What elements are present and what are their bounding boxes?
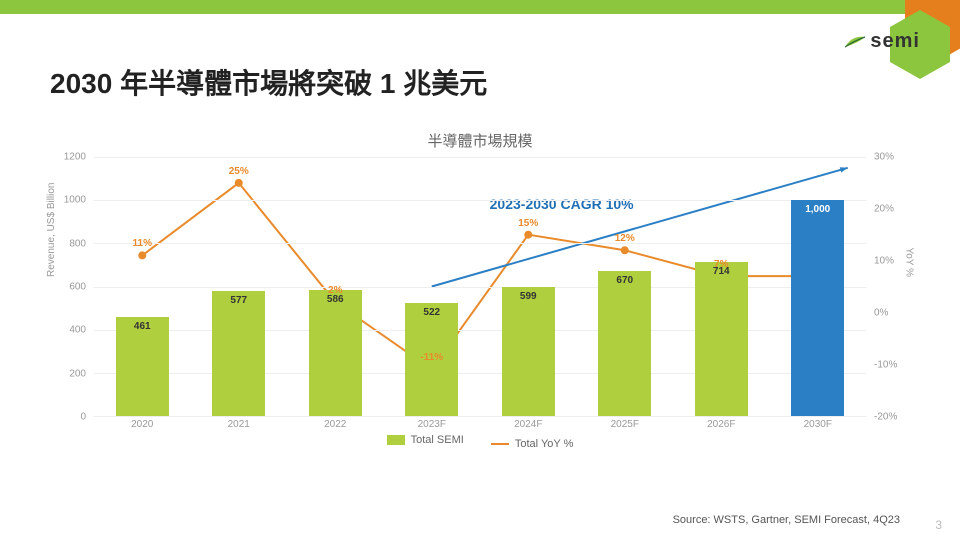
page-number: 3 (935, 518, 942, 532)
y-left-tick: 1000 (64, 195, 86, 206)
x-tick: 2023F (418, 419, 446, 430)
chart-title: 半導體市場規模 (50, 130, 910, 151)
x-tick: 2026F (707, 419, 735, 430)
legend-item-line: Total YoY % (491, 438, 574, 450)
bar: 586 (309, 290, 362, 416)
bar: 577 (212, 291, 265, 416)
bar: 670 (598, 271, 651, 416)
bar-value-label: 670 (598, 275, 651, 286)
x-tick: 2020 (131, 419, 153, 430)
y-right-tick: -20% (874, 412, 897, 423)
yoy-value-label: 15% (518, 218, 538, 229)
y-right-tick: 30% (874, 152, 894, 163)
cagr-arrow (432, 168, 848, 287)
yoy-value-label: 12% (615, 233, 635, 244)
cagr-arrowhead (840, 167, 848, 172)
y-left-tick: 600 (69, 282, 86, 293)
legend-line-label: Total YoY % (515, 438, 574, 450)
yoy-marker (235, 179, 243, 187)
x-tick: 2030F (804, 419, 832, 430)
bar-value-label: 577 (212, 295, 265, 306)
legend: Total SEMI Total YoY % (50, 434, 910, 450)
yoy-value-label: 11% (133, 238, 152, 249)
slide: semi 2030 年半導體市場將突破 1 兆美元 半導體市場規模 0 200 40… (0, 0, 960, 540)
bar-value-label: 461 (116, 321, 169, 332)
cagr-annotation: 2023-2030 CAGR 10% (490, 196, 634, 212)
yoy-marker (138, 251, 146, 259)
x-tick: 2021 (228, 419, 250, 430)
legend-bar-label: Total SEMI (411, 434, 464, 446)
yoy-value-label: 2% (328, 285, 342, 296)
y-left-tick: 200 (69, 368, 86, 379)
y-right-tick: 20% (874, 204, 894, 215)
logo-text: semi (870, 30, 920, 53)
yoy-value-label: -11% (420, 352, 443, 363)
bar: 599 (502, 287, 555, 416)
chart-plot: 020040060080010001200 Revenue, US$ Billi… (50, 157, 910, 437)
slide-title: 2030 年半導體市場將突破 1 兆美元 (50, 62, 487, 102)
bar-value-label: 599 (502, 291, 555, 302)
y-left-tick: 0 (80, 412, 86, 423)
y-right-tick: -10% (874, 360, 897, 371)
y-left-tick: 1200 (64, 152, 86, 163)
source-text: Source: WSTS, Gartner, SEMI Forecast, 4Q… (673, 514, 900, 526)
legend-bar-swatch (387, 435, 405, 445)
y-left-tick: 800 (69, 238, 86, 249)
y-right-tick: 0% (874, 308, 888, 319)
x-tick: 2022 (324, 419, 346, 430)
bar: 1,000 (791, 200, 844, 416)
x-tick: 2025F (611, 419, 639, 430)
yoy-marker (524, 231, 532, 239)
y-axis-right: -20%-10%0%10%20%30% (870, 157, 910, 417)
yoy-value-label: 25% (229, 166, 249, 177)
legend-line-swatch (491, 443, 509, 445)
logo: semi (844, 30, 920, 53)
plot-area: 2023-2030 CAGR 10% 461 577 586 522 599 670 714… (94, 157, 866, 417)
x-tick: 2024F (514, 419, 542, 430)
header-bar (0, 0, 960, 14)
logo-leaf-icon (844, 35, 866, 49)
yoy-marker (621, 246, 629, 254)
yoy-value-label: 7% (714, 259, 728, 270)
y-left-tick: 400 (69, 325, 86, 336)
bar-value-label: 522 (405, 307, 458, 318)
y-axis-right-label: YoY % (903, 248, 914, 277)
bar: 714 (695, 262, 748, 416)
bar-value-label: 1,000 (791, 204, 844, 215)
y-axis-left-label: Revenue, US$ Billion (46, 183, 57, 278)
legend-item-bar: Total SEMI (387, 434, 464, 446)
chart: 半導體市場規模 020040060080010001200 Revenue, U… (50, 130, 910, 490)
y-right-tick: 10% (874, 256, 894, 267)
bar: 461 (116, 317, 169, 416)
